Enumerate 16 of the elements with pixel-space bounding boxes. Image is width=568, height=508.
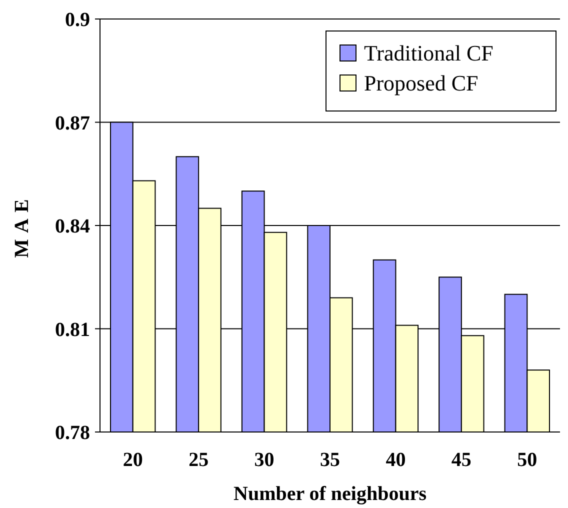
legend-label: Traditional CF xyxy=(364,40,494,66)
x-tick-label: 25 xyxy=(188,449,209,471)
y-tick-label: 0.87 xyxy=(55,112,90,134)
x-tick-label: 30 xyxy=(254,449,274,471)
y-tick-label: 0.9 xyxy=(65,9,90,31)
x-tick-label: 50 xyxy=(517,449,538,471)
x-axis-title: Number of neighbours xyxy=(234,483,427,505)
y-axis-title: MAE xyxy=(11,193,33,258)
y-tick-label: 0.84 xyxy=(55,216,90,238)
x-tick-label: 40 xyxy=(386,449,406,471)
x-tick-label: 20 xyxy=(122,449,143,471)
legend-label: Proposed CF xyxy=(364,70,478,96)
y-tick-label: 0.81 xyxy=(55,318,90,341)
x-tick-label: 35 xyxy=(320,449,340,471)
y-tick-label: 0.78 xyxy=(55,422,90,444)
x-tick-label: 45 xyxy=(451,449,472,471)
